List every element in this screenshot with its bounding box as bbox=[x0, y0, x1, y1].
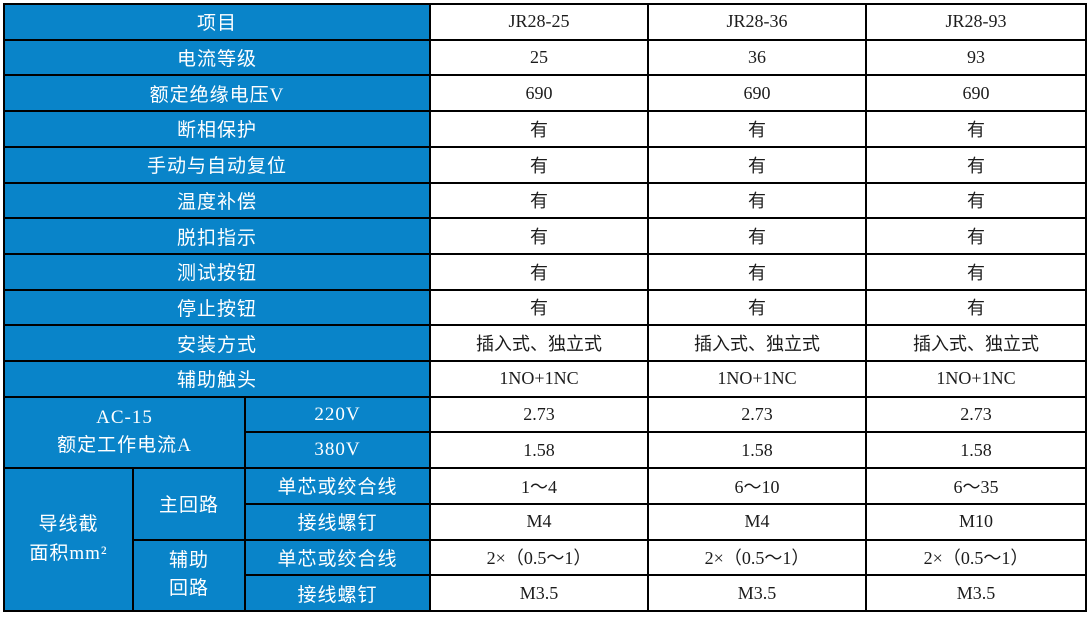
value-cell: 1NO+1NC bbox=[865, 360, 1087, 398]
wire-aux-circuit-cell: 辅助 回路 bbox=[132, 538, 246, 613]
value-cell: 有 bbox=[647, 145, 867, 184]
value-cell: 36 bbox=[647, 38, 867, 77]
table-row-wire-aux-strand: 辅助 回路 单芯或绞合线 2×（0.5～1） 2×（0.5～1） 2×（0.5～… bbox=[4, 538, 1087, 613]
value-cell: 2×（0.5～1） bbox=[647, 538, 867, 577]
row-label-cell: 辅助触头 bbox=[3, 360, 431, 398]
value-cell: 有 bbox=[647, 252, 867, 291]
table-row: 辅助触头 1NO+1NC 1NO+1NC 1NO+1NC bbox=[3, 360, 1087, 398]
table-row: 手动与自动复位 有 有 有 bbox=[3, 145, 1087, 184]
table-row: 测试按钮 有 有 有 bbox=[3, 252, 1087, 291]
row-label-cell: 单芯或绞合线 bbox=[244, 467, 431, 505]
value-cell: 690 bbox=[865, 74, 1087, 113]
table-row: 额定绝缘电压V 690 690 690 bbox=[3, 74, 1087, 113]
row-label-cell: 断相保护 bbox=[3, 110, 431, 148]
row-label-cell: 安装方式 bbox=[3, 324, 431, 363]
value-cell: 有 bbox=[647, 217, 867, 255]
value-cell: 690 bbox=[429, 74, 649, 113]
table-row-ac15-220v: AC-15 额定工作电流A 220V 2.73 2.73 2.73 bbox=[3, 395, 1087, 470]
value-cell: 有 bbox=[865, 181, 1087, 220]
value-cell: 插入式、独立式 bbox=[865, 324, 1087, 363]
value-cell: 有 bbox=[865, 252, 1087, 291]
row-label-cell: 380V bbox=[244, 431, 431, 470]
value-cell: 插入式、独立式 bbox=[429, 324, 649, 363]
table-row-wire-main-screw: 接线螺钉 M4 M4 M10 bbox=[4, 502, 1087, 541]
wire-main-circuit-cell: 主回路 bbox=[132, 467, 246, 541]
model-name-cell: JR28-25 bbox=[429, 3, 649, 41]
value-cell: 有 bbox=[647, 110, 867, 148]
value-cell: 2.73 bbox=[429, 395, 649, 434]
row-label-cell: 接线螺钉 bbox=[244, 502, 431, 541]
value-cell: M4 bbox=[647, 502, 867, 541]
value-cell: 有 bbox=[429, 252, 649, 291]
value-cell: 6～35 bbox=[865, 467, 1087, 505]
row-label-cell: 单芯或绞合线 bbox=[244, 538, 431, 577]
value-cell: M10 bbox=[865, 502, 1087, 541]
row-label-cell: 停止按钮 bbox=[3, 288, 431, 327]
value-cell: 有 bbox=[865, 217, 1087, 255]
table-row: 温度补偿 有 有 有 bbox=[3, 181, 1087, 220]
wire-group-label-cell: 导线截 面积mm² bbox=[3, 467, 134, 612]
value-cell: 有 bbox=[865, 288, 1087, 327]
row-label-cell: 电流等级 bbox=[3, 38, 431, 77]
value-cell: M4 bbox=[429, 502, 649, 541]
row-label-cell: 额定绝缘电压V bbox=[3, 74, 431, 113]
value-cell: 有 bbox=[647, 288, 867, 327]
value-cell: 1NO+1NC bbox=[429, 360, 649, 398]
value-cell: M3.5 bbox=[429, 574, 649, 612]
value-cell: 2×（0.5～1） bbox=[429, 538, 649, 577]
row-label-cell: 接线螺钉 bbox=[244, 574, 431, 612]
row-label-cell: 测试按钮 bbox=[3, 252, 431, 291]
row-label-cell: 温度补偿 bbox=[3, 181, 431, 220]
value-cell: 6～10 bbox=[647, 467, 867, 505]
header-item-cell: 项目 bbox=[3, 3, 431, 41]
table-row-ac15-380v: 380V 1.58 1.58 1.58 bbox=[4, 431, 1087, 470]
value-cell: 1.58 bbox=[429, 431, 649, 470]
value-cell: 25 bbox=[429, 38, 649, 77]
value-cell: 2.73 bbox=[647, 395, 867, 434]
row-label-cell: 手动与自动复位 bbox=[3, 145, 431, 184]
ac15-group-label-cell: AC-15 额定工作电流A bbox=[3, 395, 246, 470]
table-row: 断相保护 有 有 有 bbox=[3, 110, 1087, 148]
table-row: 安装方式 插入式、独立式 插入式、独立式 插入式、独立式 bbox=[3, 324, 1087, 363]
model-name-cell: JR28-36 bbox=[647, 3, 867, 41]
model-name-cell: JR28-93 bbox=[865, 3, 1087, 41]
table-row: 停止按钮 有 有 有 bbox=[3, 288, 1087, 327]
value-cell: 有 bbox=[865, 110, 1087, 148]
value-cell: 有 bbox=[429, 110, 649, 148]
table-row-wire-main-strand: 导线截 面积mm² 主回路 单芯或绞合线 1～4 6～10 6～35 bbox=[3, 467, 1087, 612]
value-cell: 有 bbox=[647, 181, 867, 220]
table-row: 电流等级 25 36 93 bbox=[3, 38, 1087, 77]
row-label-cell: 脱扣指示 bbox=[3, 217, 431, 255]
value-cell: 有 bbox=[429, 288, 649, 327]
value-cell: 1.58 bbox=[865, 431, 1087, 470]
table-row-wire-aux-screw: 接线螺钉 M3.5 M3.5 M3.5 bbox=[4, 574, 1087, 612]
value-cell: M3.5 bbox=[865, 574, 1087, 612]
table-row: 脱扣指示 有 有 有 bbox=[3, 217, 1087, 255]
value-cell: M3.5 bbox=[647, 574, 867, 612]
value-cell: 有 bbox=[429, 217, 649, 255]
value-cell: 1NO+1NC bbox=[647, 360, 867, 398]
value-cell: 插入式、独立式 bbox=[647, 324, 867, 363]
value-cell: 有 bbox=[429, 145, 649, 184]
row-label-cell: 220V bbox=[244, 395, 431, 434]
value-cell: 有 bbox=[429, 181, 649, 220]
table-row-header: 项目 JR28-25 JR28-36 JR28-93 bbox=[3, 3, 1087, 41]
value-cell: 690 bbox=[647, 74, 867, 113]
value-cell: 有 bbox=[865, 145, 1087, 184]
spec-table: 项目 JR28-25 JR28-36 JR28-93 电流等级 25 36 93… bbox=[3, 3, 1087, 613]
value-cell: 1～4 bbox=[429, 467, 649, 505]
value-cell: 93 bbox=[865, 38, 1087, 77]
value-cell: 2×（0.5～1） bbox=[865, 538, 1087, 577]
value-cell: 2.73 bbox=[865, 395, 1087, 434]
value-cell: 1.58 bbox=[647, 431, 867, 470]
